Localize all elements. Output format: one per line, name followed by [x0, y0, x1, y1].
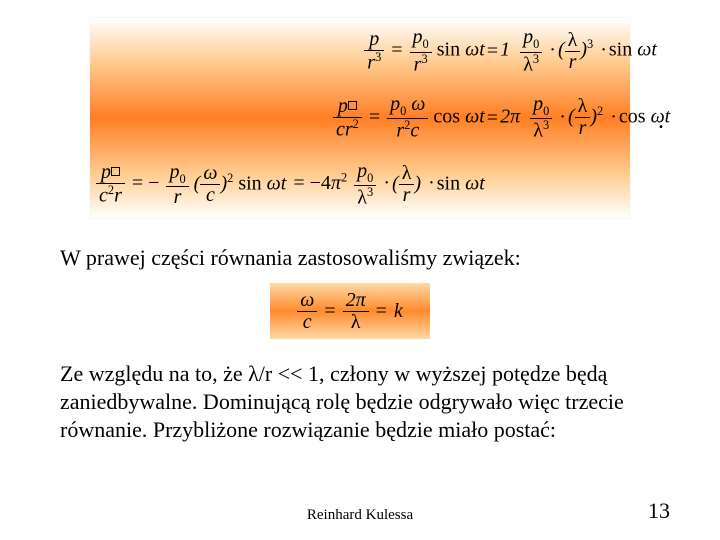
footer-page-number: 13 — [648, 498, 670, 524]
trailing-period: . — [640, 108, 664, 135]
footer-author: Reinhard Kulessa — [0, 507, 720, 524]
equation-row-1: pr3 = p0r3 sin ωt = 1 p0λ3 ·(λr)3 ·sin ω… — [90, 18, 671, 85]
paragraph-2: Ze względu na to, że λ/r << 1, człony w … — [60, 360, 680, 444]
paragraph-1: W prawej części równania zastosowaliśmy … — [60, 244, 670, 272]
equation-row-3: pc2r = − p0r (ωc)2 sin ωt = −4π2 p0λ3 ·(… — [90, 151, 671, 218]
equation-block-relation: ωc = 2πλ = k — [270, 283, 430, 339]
slide: pr3 = p0r3 sin ωt = 1 p0λ3 ·(λr)3 ·sin ω… — [0, 0, 720, 540]
equation-row-2: pcr2 = p0 ωr2c cos ωt = 2π p0λ3 ·(λr)2 ·… — [90, 85, 671, 152]
equation-block-main: pr3 = p0r3 sin ωt = 1 p0λ3 ·(λr)3 ·sin ω… — [90, 18, 630, 218]
